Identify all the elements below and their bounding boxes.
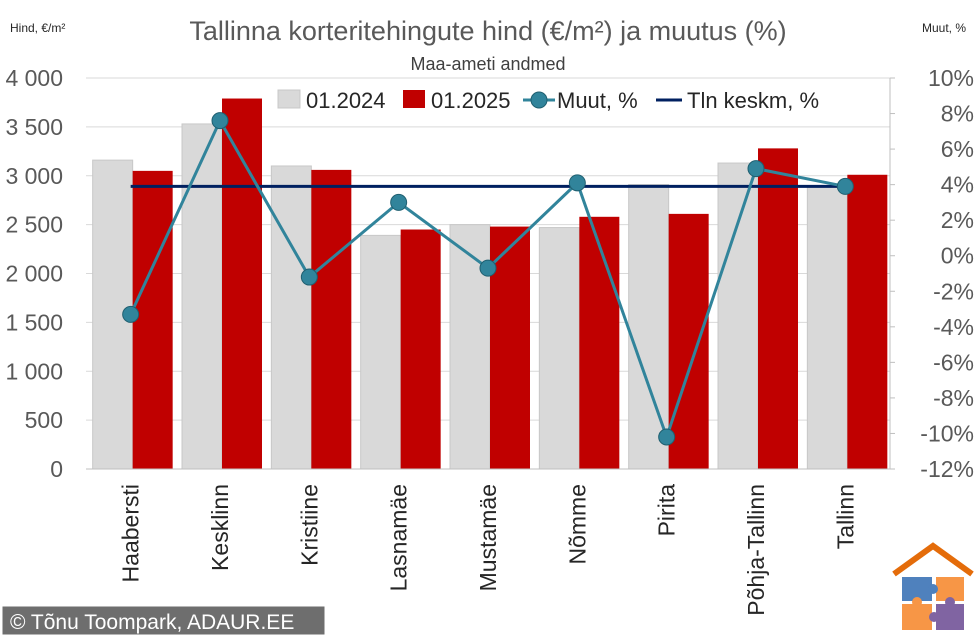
x-tick-label: Lasnamäe <box>386 484 412 591</box>
point-muut-Mustamäe <box>479 259 497 277</box>
y-left-tick-label: 0 <box>50 456 63 482</box>
bar-01.2024-Tallinn <box>806 185 848 470</box>
bar-01.2025-Tallinn <box>847 174 888 469</box>
y-left-tick-label: 2 500 <box>5 212 63 238</box>
y-right-tick-label: -12% <box>920 456 974 482</box>
lines <box>122 112 854 446</box>
point-muut-Kristiine <box>300 268 318 286</box>
point-muut-Lasnamäe <box>390 193 408 211</box>
bar-01.2024-Kristiine <box>270 165 312 470</box>
y-left-tick-label: 500 <box>25 407 63 433</box>
y-right-tick-label: -8% <box>933 385 974 411</box>
x-tick-label: Nõmme <box>564 484 590 565</box>
y-right-tick-label: 0% <box>941 243 974 269</box>
x-tick-label: Mustamäe <box>475 484 501 591</box>
legend-label: 01.2024 <box>306 88 386 113</box>
point-muut-Pirita <box>658 428 676 446</box>
legend: 01.2024 01.2025 Muut, % Tln keskm, % <box>277 88 819 113</box>
x-tick-label: Haabersti <box>118 484 144 582</box>
legend-label: Muut, % <box>557 88 638 113</box>
axes: 0 500 1 000 1 500 2 000 2 500 3 000 3 500 4 000 -… <box>5 65 974 616</box>
bar-01.2025-Lasnamäe <box>400 229 441 469</box>
bars <box>92 98 888 470</box>
point-muut-Nõmme <box>568 174 586 192</box>
y-right-tick-label: 4% <box>941 172 974 198</box>
y-left-tick-label: 1 500 <box>5 309 63 335</box>
bar-01.2025-Haabersti <box>132 170 173 470</box>
y-left-tick-label: 2 000 <box>5 261 63 287</box>
x-tick-label: Tallinn <box>832 484 858 549</box>
y-right-tick-label: 8% <box>941 101 974 127</box>
bar-01.2024-Põhja-Tallinn <box>717 162 759 470</box>
bar-01.2025-Nõmme <box>579 216 620 469</box>
x-tick-label: Põhja-Tallinn <box>743 484 769 616</box>
legend-label: Tln keskm, % <box>687 88 819 113</box>
legend-swatch <box>403 90 425 108</box>
x-tick-label: Pirita <box>654 484 680 537</box>
y-left-tick-label: 4 000 <box>5 65 63 91</box>
y-left-tick-label: 3 000 <box>5 163 63 189</box>
bar-01.2024-Kesklinn <box>181 123 223 470</box>
bar-01.2025-Põhja-Tallinn <box>758 148 798 469</box>
credit-text: © Tõnu Toompark, ADAUR.EE <box>10 611 294 634</box>
y-left-tick-label: 3 500 <box>5 114 63 140</box>
bar-01.2025-Pirita <box>668 213 709 469</box>
bar-01.2024-Lasnamäe <box>360 234 402 470</box>
y-left-tick-label: 1 000 <box>5 358 63 384</box>
y-right-tick-label: 2% <box>941 207 974 233</box>
x-tick-label: Kesklinn <box>207 484 233 571</box>
y-right-axis-label: Muut, % <box>922 21 966 35</box>
point-muut-Põhja-Tallinn <box>747 160 765 178</box>
bar-01.2024-Nõmme <box>538 227 580 470</box>
bar-01.2025-Kristiine <box>311 169 352 469</box>
bar-01.2025-Mustamäe <box>490 226 530 469</box>
x-tick-label: Kristiine <box>296 484 322 566</box>
y-right-tick-label: -2% <box>933 278 974 304</box>
chart-subtitle: Maa-ameti andmed <box>410 54 565 74</box>
y-right-tick-label: 10% <box>928 65 974 91</box>
point-muut-Kesklinn <box>211 112 229 130</box>
y-right-tick-label: -6% <box>933 349 974 375</box>
credit-badge: © Tõnu Toompark, ADAUR.EE <box>1 605 326 636</box>
y-left-axis-label: Hind, €/m² <box>10 21 65 35</box>
legend-label: 01.2025 <box>431 88 511 113</box>
legend-swatch <box>277 89 301 109</box>
chart-title: Tallinna korteritehingute hind (€/m²) ja… <box>189 16 786 46</box>
y-right-tick-label: 6% <box>941 136 974 162</box>
point-muut-Tallinn <box>836 177 854 195</box>
bar-01.2025-Kesklinn <box>222 98 262 469</box>
point-muut-Haabersti <box>122 305 140 323</box>
house-puzzle-logo <box>892 542 974 630</box>
y-right-tick-label: -4% <box>933 314 974 340</box>
y-right-tick-label: -10% <box>920 420 974 446</box>
legend-marker <box>530 91 548 109</box>
